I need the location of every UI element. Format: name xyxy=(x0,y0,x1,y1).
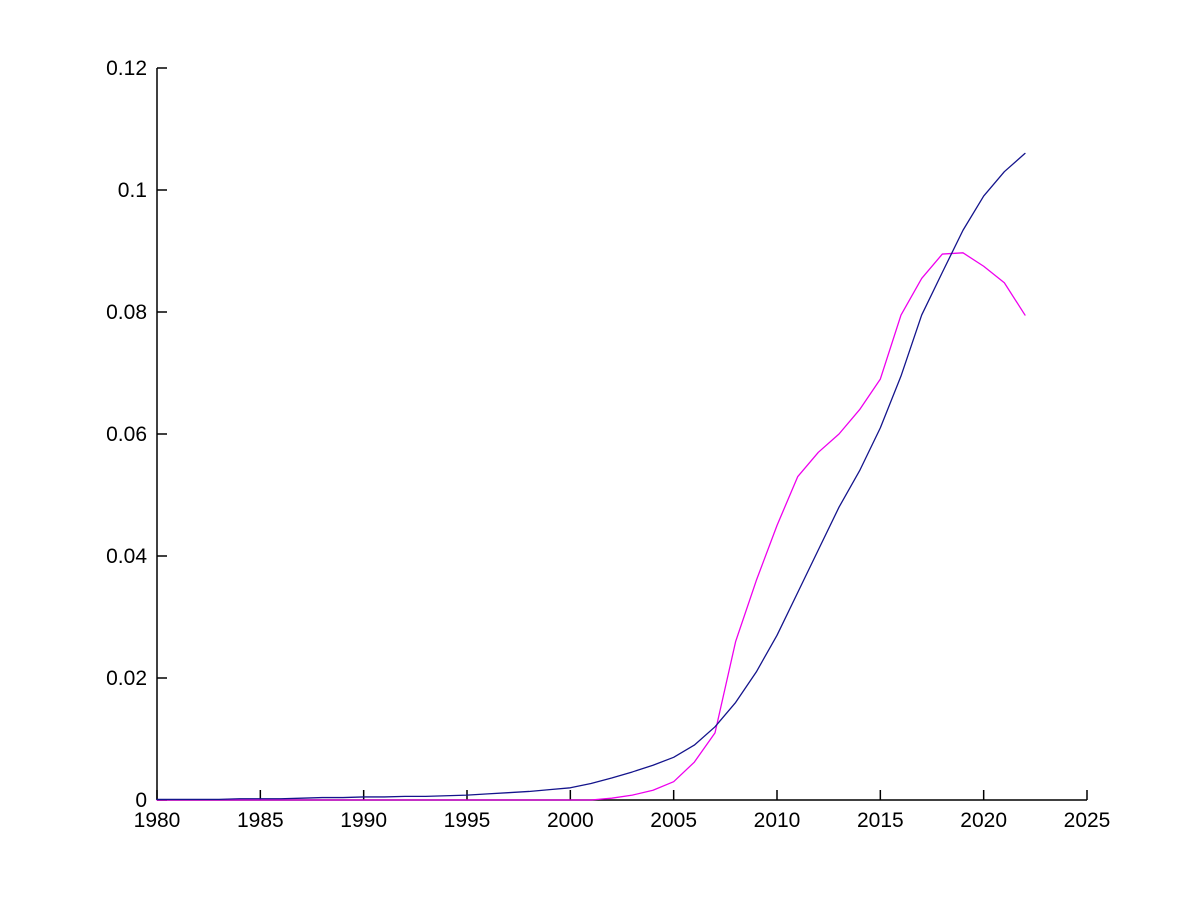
x-tick-label: 1990 xyxy=(340,809,387,832)
x-tick-label: 2020 xyxy=(960,809,1007,832)
series-dark-blue-line xyxy=(156,152,1026,801)
x-tick-label: 2005 xyxy=(650,809,697,832)
y-tick-label: 0.12 xyxy=(106,57,147,80)
x-tick-label: 1985 xyxy=(237,809,284,832)
y-tick-label: 0 xyxy=(135,789,147,812)
x-tick-label: 2015 xyxy=(857,809,904,832)
y-tick-label: 0.1 xyxy=(118,179,147,202)
x-tick-label: 2000 xyxy=(547,809,594,832)
x-tick-label: 1995 xyxy=(444,809,491,832)
y-tick-label: 0.02 xyxy=(106,667,147,690)
series-magenta-line xyxy=(156,252,1026,801)
x-tick-label: 2025 xyxy=(1064,809,1111,832)
y-tick-label: 0.06 xyxy=(106,423,147,446)
x-tick-label: 2010 xyxy=(754,809,801,832)
y-tick-label: 0.08 xyxy=(106,301,147,324)
y-tick-label: 0.04 xyxy=(106,545,147,568)
x-tick-label: 1980 xyxy=(134,809,181,832)
